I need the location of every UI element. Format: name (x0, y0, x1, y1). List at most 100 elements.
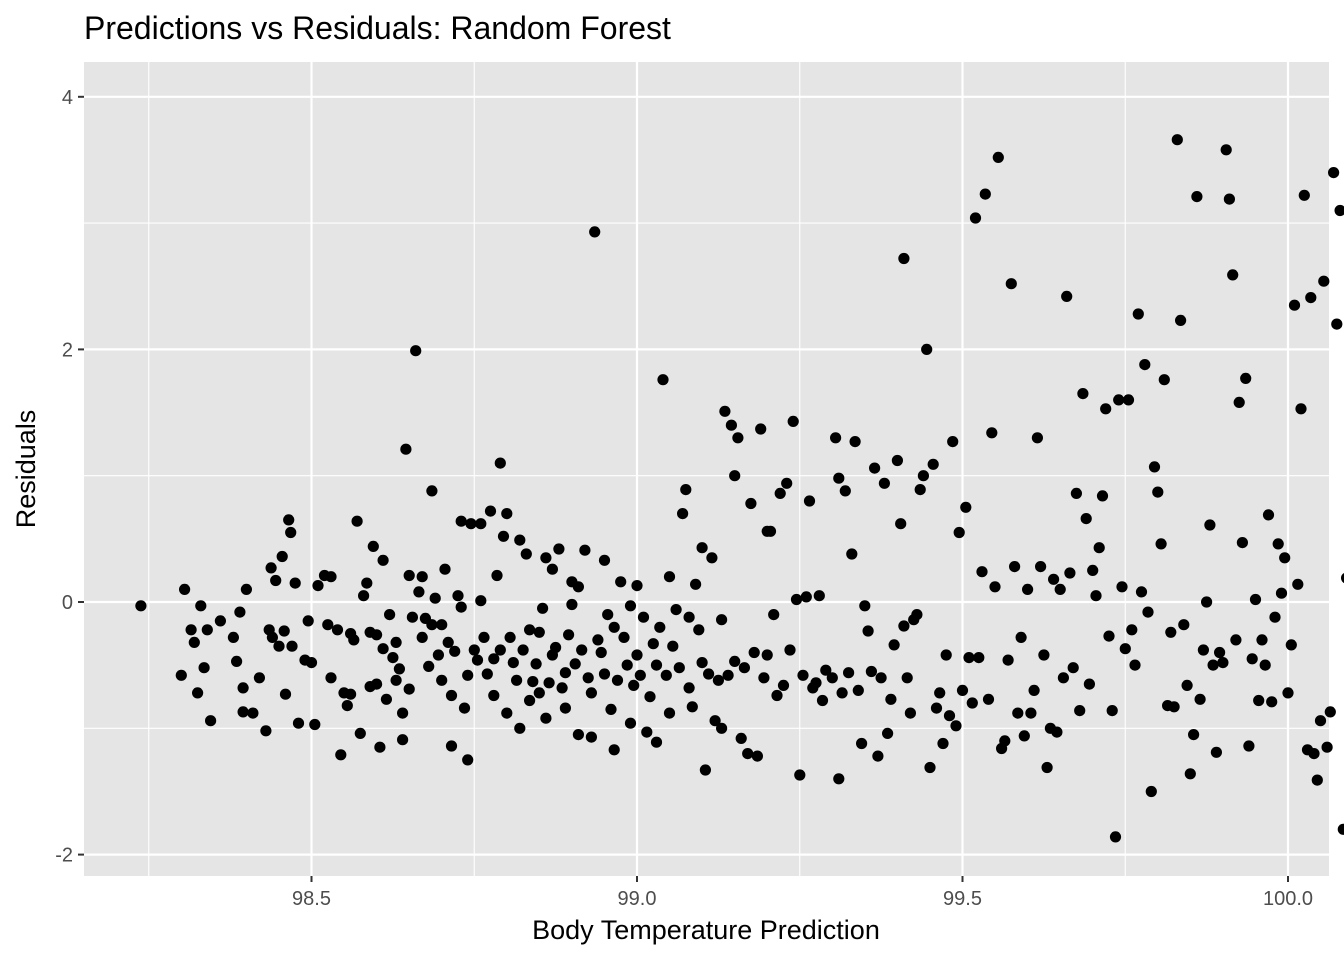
data-point (550, 641, 562, 654)
data-point (1057, 672, 1069, 684)
data-point (693, 624, 705, 636)
data-point (1253, 694, 1265, 707)
data-point (790, 593, 803, 606)
data-point (940, 649, 952, 661)
data-point (247, 707, 259, 719)
data-point (631, 649, 643, 661)
data-point (833, 773, 845, 785)
data-point (439, 563, 451, 575)
data-point (722, 669, 734, 681)
data-point (278, 625, 290, 637)
data-point (524, 694, 536, 707)
data-point (686, 701, 698, 713)
data-point (1074, 705, 1086, 717)
data-point (426, 619, 438, 631)
data-point (585, 731, 598, 743)
data-point (491, 569, 503, 582)
data-point (618, 631, 630, 644)
data-point (833, 472, 845, 484)
data-point (1246, 653, 1258, 665)
data-point (351, 515, 363, 527)
data-point (572, 581, 585, 593)
data-point (644, 691, 656, 703)
data-point (777, 679, 790, 692)
data-point (403, 569, 415, 582)
data-point (397, 707, 409, 719)
data-point (992, 151, 1004, 163)
data-point (1025, 707, 1037, 719)
data-point (650, 736, 663, 748)
data-point (615, 576, 627, 588)
data-point (729, 470, 741, 482)
data-point (559, 667, 572, 679)
data-point (331, 624, 344, 636)
data-point (1103, 630, 1115, 642)
data-point (1093, 542, 1105, 554)
data-point (292, 717, 305, 729)
data-point (322, 619, 334, 631)
data-point (634, 669, 646, 681)
data-point (325, 571, 337, 583)
data-point (240, 583, 252, 596)
data-point (1269, 611, 1281, 623)
data-point (774, 487, 786, 499)
data-point (517, 644, 529, 656)
data-point (797, 669, 809, 681)
data-point (423, 660, 435, 673)
data-point (654, 621, 666, 633)
data-point (449, 645, 461, 657)
data-point (1282, 687, 1294, 699)
data-point (524, 624, 536, 636)
data-point (354, 727, 366, 740)
data-point (1096, 490, 1109, 502)
data-point (924, 761, 936, 774)
data-point (1285, 639, 1297, 651)
data-point (1119, 643, 1131, 655)
data-point (1227, 269, 1239, 281)
data-point (566, 598, 578, 611)
data-point (934, 687, 946, 699)
data-point (377, 643, 389, 655)
data-point (1292, 578, 1304, 590)
data-point (393, 663, 405, 675)
data-point (1048, 573, 1060, 585)
data-point (1064, 567, 1076, 579)
data-point (1194, 693, 1206, 705)
data-point (810, 677, 822, 689)
data-point (540, 712, 552, 724)
data-point (286, 640, 298, 652)
data-point (611, 674, 624, 686)
data-point (898, 252, 910, 265)
data-point (751, 750, 764, 762)
plot-panel (84, 62, 1329, 876)
data-point (390, 674, 402, 686)
data-point (878, 477, 891, 489)
data-point (1262, 509, 1275, 521)
data-point (533, 687, 545, 699)
data-point (1012, 707, 1024, 719)
data-point (745, 497, 757, 510)
minor-gridlines (84, 62, 1329, 876)
data-point (361, 577, 373, 589)
data-point (712, 674, 725, 686)
data-point (898, 620, 910, 632)
data-point (637, 611, 650, 623)
data-point (553, 543, 565, 555)
data-point (465, 518, 477, 530)
x-tick-label: 98.5 (292, 888, 331, 910)
data-point (416, 631, 428, 644)
data-point (305, 657, 318, 669)
data-point (436, 619, 448, 631)
data-point (843, 667, 855, 679)
data-point (1334, 204, 1344, 217)
data-point (455, 515, 467, 527)
data-point (716, 614, 728, 626)
data-point (1158, 374, 1170, 386)
data-point (735, 732, 747, 745)
data-point (1288, 299, 1301, 311)
data-point (576, 644, 588, 656)
data-point (761, 649, 773, 661)
data-point (488, 653, 500, 665)
data-point (608, 744, 620, 756)
data-point (911, 609, 923, 621)
